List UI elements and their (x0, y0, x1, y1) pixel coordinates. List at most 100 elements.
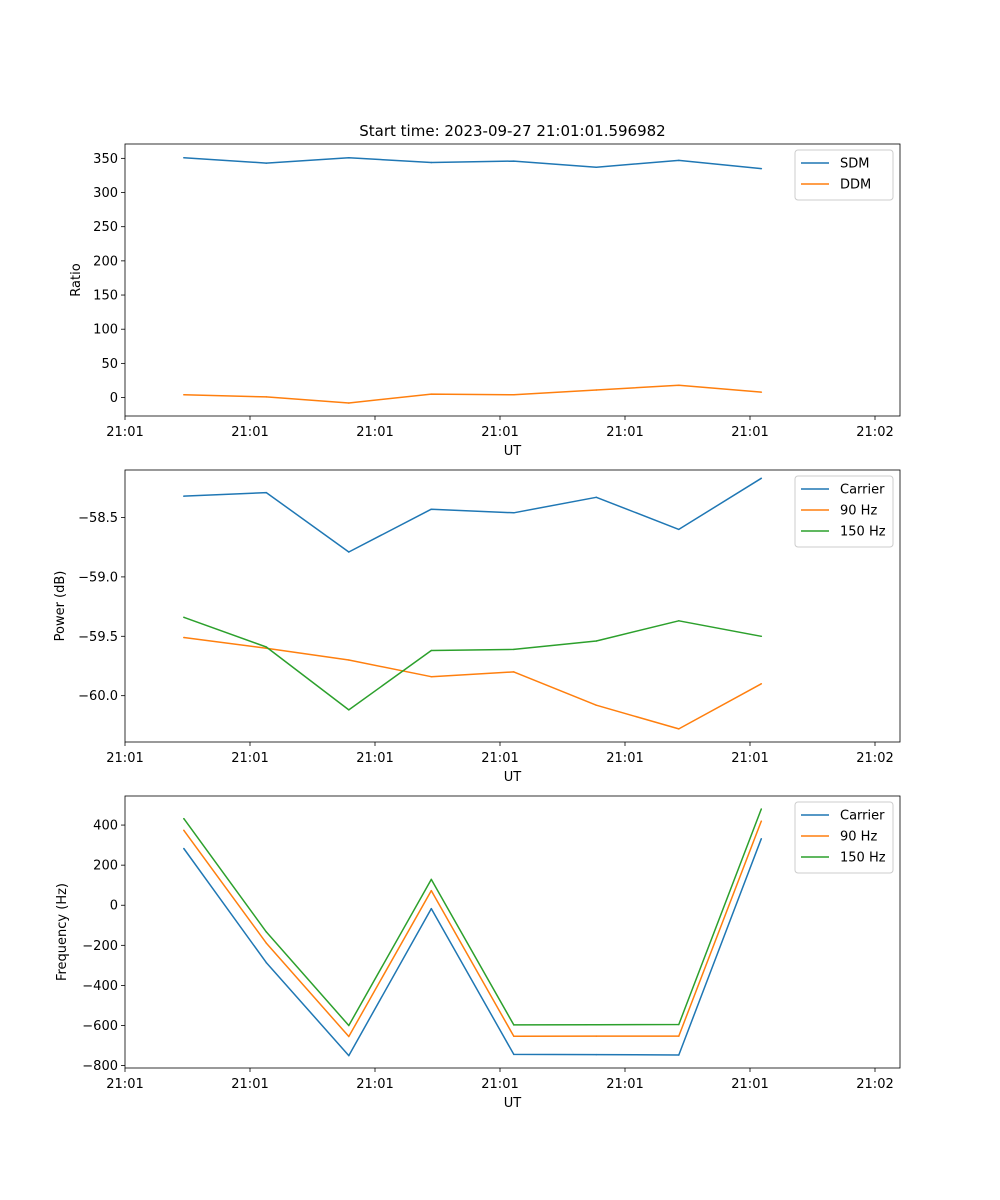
ratio-x-tick-label: 21:01 (606, 425, 643, 440)
power-point-90-hz-2 (348, 659, 350, 661)
ratio-x-tick-label: 21:01 (106, 425, 143, 440)
ratio-point-sdm-5 (595, 166, 598, 168)
power-point-90-hz-0 (183, 636, 185, 639)
ratio-point-ddm-2 (348, 402, 350, 404)
ratio-y-tick-label: 200 (93, 254, 118, 269)
power-panel: 21:01 21:01 21:01 21:01 21:01 21:01 21:02 −60.0… (53, 469, 901, 785)
power-legend-label: 150 Hz (840, 525, 886, 540)
ratio-point-ddm-4 (513, 394, 515, 396)
power-point-150-hz-0 (183, 616, 185, 619)
power-point-carrier-2 (348, 551, 350, 553)
power-point-carrier-4 (513, 512, 515, 514)
ratio-point-ddm-6 (678, 384, 680, 386)
power-y-tick-label: −58.5 (78, 511, 118, 526)
power-point-90-hz-3 (430, 675, 433, 678)
power-x-tick-label: 21:01 (356, 751, 393, 766)
frequency-axes-frame (124, 795, 901, 1069)
power-x-tick-label: 21:01 (481, 751, 518, 766)
frequency-point-150-hz-5 (595, 1023, 598, 1026)
power-legend-box (794, 475, 894, 548)
frequency-series-carrier (183, 838, 763, 1057)
frequency-y-tick-label: −200 (82, 939, 118, 954)
frequency-point-carrier-4 (513, 1053, 515, 1056)
frequency-legend-box (794, 801, 894, 874)
power-x-tick-label: 21:01 (731, 751, 768, 766)
frequency-point-carrier-0 (183, 847, 185, 850)
frequency-x-tick-label: 21:02 (856, 1077, 893, 1092)
frequency-point-90-hz-0 (183, 829, 185, 832)
frequency-y-tick-label: 400 (93, 819, 118, 834)
frequency-legend-label: 90 Hz (840, 830, 877, 845)
power-point-90-hz-4 (513, 671, 515, 673)
ratio-y-tick-label: 100 (93, 323, 118, 338)
figure-title: Start time: 2023-09-27 21:01:01.596982 (359, 122, 665, 140)
ratio-point-sdm-4 (513, 160, 515, 162)
frequency-point-150-hz-4 (513, 1024, 515, 1026)
frequency-series-150-hz (183, 808, 763, 1027)
frequency-point-90-hz-1 (265, 942, 268, 944)
frequency-legend: Carrier 90 Hz 150 Hz (794, 801, 894, 874)
frequency-point-150-hz-3 (430, 878, 433, 881)
frequency-point-carrier-6 (678, 1054, 680, 1056)
ratio-point-ddm-1 (265, 396, 268, 398)
power-point-carrier-5 (595, 496, 598, 499)
power-point-carrier-6 (678, 528, 680, 531)
ratio-y-tick-label: 250 (93, 220, 118, 235)
ratio-y-tick-label: 150 (93, 289, 118, 304)
power-series-150-hz (183, 616, 762, 711)
ratio-legend-label: SDM (840, 157, 869, 172)
frequency-point-carrier-7 (760, 837, 763, 840)
frequency-legend-label: 150 Hz (840, 851, 886, 866)
frequency-point-carrier-2 (348, 1054, 350, 1057)
frequency-x-tick-label: 21:01 (356, 1077, 393, 1092)
power-series-carrier (183, 477, 762, 553)
power-x-tick-label: 21:01 (106, 751, 143, 766)
frequency-point-150-hz-0 (183, 817, 185, 820)
frequency-point-150-hz-1 (265, 931, 268, 933)
frequency-y-axis-label: Frequency (Hz) (55, 883, 70, 981)
ratio-y-tick-label: 300 (93, 186, 118, 201)
power-y-tick-label: −59.0 (78, 570, 118, 585)
power-point-150-hz-3 (430, 649, 433, 652)
ratio-y-axis-label: Ratio (69, 263, 84, 296)
power-y-axis-label: Power (dB) (53, 571, 68, 642)
frequency-x-tick-label: 21:01 (106, 1077, 143, 1092)
ratio-point-sdm-1 (265, 162, 268, 164)
power-x-tick-label: 21:01 (231, 751, 268, 766)
ratio-x-tick-label: 21:01 (481, 425, 518, 440)
power-point-90-hz-5 (595, 704, 598, 706)
power-series-90-hz (183, 636, 762, 730)
ratio-point-sdm-6 (678, 159, 680, 162)
ratio-x-tick-label: 21:01 (356, 425, 393, 440)
power-point-150-hz-6 (678, 620, 680, 622)
power-point-150-hz-1 (265, 646, 268, 648)
ratio-axes-frame (124, 143, 901, 417)
power-point-150-hz-5 (595, 640, 598, 642)
ratio-point-ddm-0 (183, 394, 185, 396)
frequency-point-150-hz-6 (678, 1023, 680, 1026)
ratio-x-axis-label: UT (504, 444, 522, 459)
frequency-y-tick-label: −800 (82, 1059, 118, 1074)
power-axes-frame (124, 469, 901, 743)
frequency-x-tick-label: 21:01 (481, 1077, 518, 1092)
ratio-point-sdm-7 (760, 167, 763, 170)
power-point-150-hz-7 (760, 635, 763, 638)
frequency-x-tick-label: 21:01 (731, 1077, 768, 1092)
ratio-legend: SDM DDM (794, 149, 894, 201)
frequency-point-carrier-3 (430, 907, 433, 910)
ratio-point-sdm-0 (183, 156, 185, 159)
power-y-tick-label: −60.0 (78, 689, 118, 704)
frequency-y-tick-label: −600 (82, 1019, 118, 1034)
ratio-series-ddm (183, 384, 762, 404)
ratio-y-tick-label: 0 (110, 391, 118, 406)
frequency-x-tick-label: 21:01 (606, 1077, 643, 1092)
frequency-point-90-hz-2 (348, 1035, 350, 1038)
ratio-legend-label: DDM (840, 178, 871, 193)
power-legend: Carrier 90 Hz 150 Hz (794, 475, 894, 548)
ratio-panel: 21:01 21:01 21:01 21:01 21:01 21:01 21:02 0 50 10… (69, 143, 901, 459)
frequency-point-150-hz-7 (760, 808, 763, 810)
power-point-90-hz-7 (760, 683, 763, 685)
frequency-series-90-hz (183, 820, 763, 1038)
frequency-point-carrier-1 (265, 961, 268, 964)
